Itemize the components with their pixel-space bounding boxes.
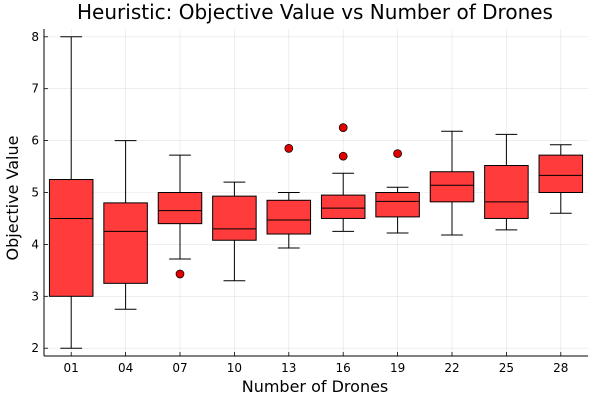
box-iqr (538, 154, 584, 193)
y-axis-label: Objective Value (3, 136, 22, 261)
y-tick-labels: 2 3 4 5 6 7 8 (31, 30, 39, 355)
x-tick-label: 13 (281, 361, 296, 375)
box-04 (103, 140, 148, 310)
chart-title: Heuristic: Objective Value vs Number of … (77, 0, 553, 24)
y-tick-label: 6 (31, 134, 39, 148)
x-tick-labels: 01 04 07 10 13 16 19 22 25 28 (64, 361, 569, 375)
box-28 (538, 144, 584, 214)
x-tick-label: 10 (227, 361, 242, 375)
axes (43, 29, 588, 357)
box-13 (266, 144, 312, 249)
box-iqr (375, 192, 420, 218)
y-tick-label: 5 (31, 186, 39, 200)
box-iqr (103, 202, 148, 284)
outlier-point (338, 151, 348, 161)
x-axis-label: Number of Drones (242, 377, 389, 396)
box-19 (375, 149, 420, 234)
outlier-point (175, 269, 185, 279)
x-tick-label: 28 (553, 361, 568, 375)
outlier-point (284, 144, 294, 153)
outlier-point (393, 149, 402, 158)
box-07 (157, 154, 203, 279)
y-tick-label: 2 (31, 341, 39, 355)
box-10 (212, 181, 257, 282)
box-iqr (320, 194, 366, 219)
box-iqr (48, 179, 94, 297)
x-tick-label: 16 (336, 361, 351, 375)
box-series (48, 36, 584, 349)
y-tick-label: 8 (31, 30, 39, 44)
x-tick-label: 22 (444, 361, 459, 375)
x-tick-label: 04 (118, 361, 133, 375)
box-iqr (484, 165, 529, 219)
box-iqr (212, 195, 257, 241)
x-tick-label: 25 (499, 361, 514, 375)
box-iqr (429, 171, 475, 203)
box-iqr (266, 199, 312, 235)
y-tick-label: 4 (31, 237, 39, 251)
box-25 (484, 133, 529, 231)
y-tick-label: 7 (31, 82, 39, 96)
box-01 (48, 36, 94, 349)
x-tick-label: 19 (390, 361, 405, 375)
outlier-point (338, 123, 348, 132)
x-tick-label: 01 (64, 361, 79, 375)
y-tick-label: 3 (31, 289, 39, 303)
box-iqr (157, 192, 203, 225)
box-16 (320, 123, 366, 232)
x-tick-label: 07 (172, 361, 187, 375)
box-22 (429, 130, 475, 236)
